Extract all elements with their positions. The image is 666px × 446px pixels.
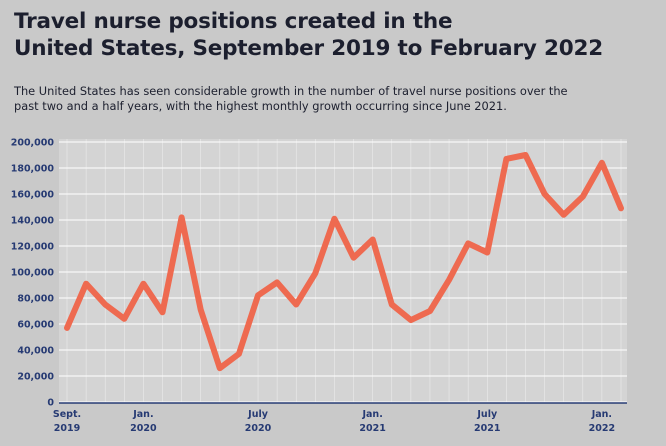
- data-point: [140, 281, 146, 287]
- data-point: [446, 277, 452, 283]
- data-point: [160, 309, 166, 315]
- y-tick-label: 200,000: [11, 138, 55, 149]
- chart-subtitle: The United States has seen considerable …: [14, 84, 614, 114]
- plot-area: [59, 139, 627, 403]
- title-line-2: United States, September 2019 to Februar…: [14, 36, 604, 61]
- y-tick-label: 120,000: [11, 242, 55, 253]
- data-point: [351, 255, 357, 261]
- data-point: [83, 281, 89, 287]
- y-tick-label: 0: [47, 398, 54, 409]
- subtitle-line-2: past two and a half years, with the high…: [14, 99, 507, 113]
- data-point: [389, 302, 395, 308]
- x-tick-label: 2021: [474, 423, 500, 434]
- x-tick-label: Jan.: [361, 409, 382, 420]
- data-point: [599, 160, 605, 166]
- data-point: [255, 292, 261, 298]
- data-point: [503, 156, 509, 162]
- data-point: [484, 250, 490, 256]
- data-point: [522, 152, 528, 158]
- y-tick-label: 80,000: [17, 294, 54, 305]
- y-tick-label: 40,000: [17, 346, 54, 357]
- y-tick-label: 100,000: [11, 268, 55, 279]
- subtitle-line-1: The United States has seen considerable …: [14, 84, 568, 98]
- data-point: [331, 216, 337, 222]
- x-tick-label: 2019: [54, 423, 80, 434]
- x-tick-label: 2020: [130, 423, 157, 434]
- data-point: [465, 240, 471, 246]
- y-tick-label: 60,000: [17, 320, 54, 331]
- data-point: [580, 194, 586, 200]
- x-tick-label: 2021: [359, 423, 385, 434]
- data-point: [179, 214, 185, 220]
- y-tick-label: 20,000: [17, 372, 54, 383]
- x-tick-label: 2022: [589, 423, 615, 434]
- y-tick-label: 180,000: [11, 164, 55, 175]
- x-tick-label: July: [476, 409, 498, 420]
- x-tick-label: 2020: [245, 423, 272, 434]
- data-point: [408, 317, 414, 323]
- data-point: [312, 270, 318, 276]
- data-point: [121, 316, 127, 322]
- data-point: [64, 325, 70, 331]
- y-tick-label: 160,000: [11, 190, 55, 201]
- x-tick-label: July: [247, 409, 269, 420]
- data-point: [198, 307, 204, 313]
- y-tick-label: 140,000: [11, 216, 55, 227]
- data-point: [542, 191, 548, 197]
- title-line-1: Travel nurse positions created in the: [14, 9, 453, 34]
- data-point: [236, 351, 242, 357]
- data-point: [370, 237, 376, 243]
- data-point: [274, 279, 280, 285]
- page-title: Travel nurse positions created in the Un…: [14, 8, 654, 62]
- x-tick-label: Jan.: [591, 409, 612, 420]
- data-point: [217, 365, 223, 371]
- x-tick-label: Jan.: [132, 409, 153, 420]
- data-point: [427, 308, 433, 314]
- x-tick-label: Sept.: [53, 409, 81, 420]
- data-point: [618, 205, 624, 211]
- series-line: [64, 152, 624, 372]
- data-point: [102, 302, 108, 308]
- data-point: [293, 302, 299, 308]
- data-point: [561, 212, 567, 218]
